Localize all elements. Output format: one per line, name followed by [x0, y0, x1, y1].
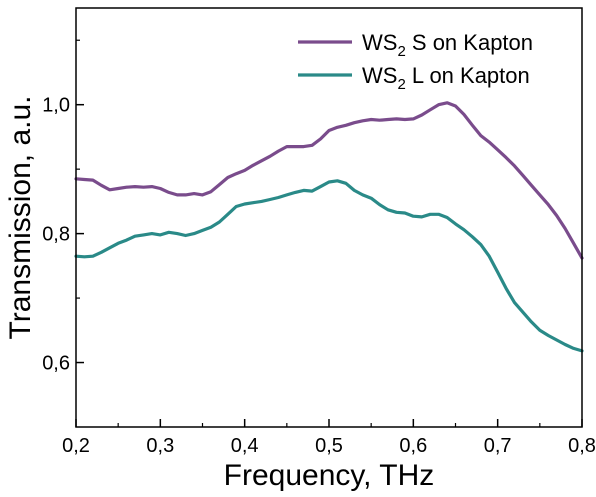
legend-label-2: WS2 L on Kapton [362, 63, 530, 93]
series-line-2 [74, 179, 584, 353]
x-tick-label: 0,6 [399, 435, 427, 457]
ticks: 0,2 0,3 0,4 0,5 0,6 0,7 0,8 0,6 0,8 1,0 [42, 39, 596, 457]
x-tick-label: 0,4 [231, 435, 259, 457]
y-tick-label: 1,0 [42, 95, 70, 117]
x-tick-label: 0,3 [146, 435, 174, 457]
y-axis-title: Transmission, a.u. [4, 96, 37, 340]
x-tick-label: 0,5 [315, 435, 343, 457]
x-tick-label: 0,2 [62, 435, 90, 457]
y-tick-label: 0,8 [42, 224, 70, 246]
series-line-1 [74, 101, 584, 260]
legend-label-1: WS2 S on Kapton [362, 30, 533, 60]
y-tick-label: 0,6 [42, 353, 70, 375]
x-tick-label: 0,7 [484, 435, 512, 457]
x-axis-title: Frequency, THz [224, 459, 435, 492]
x-tick-label: 0,8 [568, 435, 596, 457]
plot-area [74, 101, 584, 353]
